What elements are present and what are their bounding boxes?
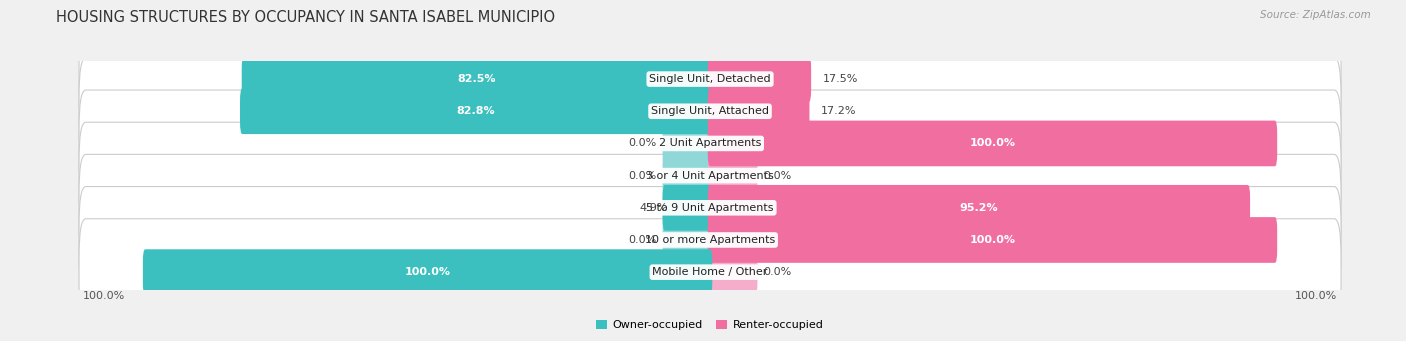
Text: 5 to 9 Unit Apartments: 5 to 9 Unit Apartments	[647, 203, 773, 213]
FancyBboxPatch shape	[707, 249, 758, 295]
FancyBboxPatch shape	[662, 249, 713, 295]
FancyBboxPatch shape	[707, 56, 758, 102]
FancyBboxPatch shape	[662, 185, 713, 231]
Text: 4.9%: 4.9%	[640, 203, 668, 213]
FancyBboxPatch shape	[79, 90, 1341, 197]
Text: 17.5%: 17.5%	[823, 74, 859, 84]
FancyBboxPatch shape	[79, 26, 1341, 133]
FancyBboxPatch shape	[240, 88, 713, 134]
Text: 82.8%: 82.8%	[457, 106, 495, 116]
FancyBboxPatch shape	[662, 121, 713, 166]
FancyBboxPatch shape	[707, 185, 1250, 231]
Text: 3 or 4 Unit Apartments: 3 or 4 Unit Apartments	[647, 170, 773, 181]
FancyBboxPatch shape	[662, 217, 713, 263]
Text: 17.2%: 17.2%	[821, 106, 856, 116]
Text: 82.5%: 82.5%	[458, 74, 496, 84]
FancyBboxPatch shape	[79, 154, 1341, 261]
FancyBboxPatch shape	[707, 88, 810, 134]
Text: Single Unit, Detached: Single Unit, Detached	[650, 74, 770, 84]
FancyBboxPatch shape	[707, 153, 758, 198]
Text: 0.0%: 0.0%	[628, 235, 657, 245]
Text: 95.2%: 95.2%	[960, 203, 998, 213]
FancyBboxPatch shape	[662, 153, 713, 198]
Text: 0.0%: 0.0%	[628, 170, 657, 181]
FancyBboxPatch shape	[707, 121, 758, 166]
FancyBboxPatch shape	[707, 217, 1277, 263]
FancyBboxPatch shape	[79, 58, 1341, 165]
Legend: Owner-occupied, Renter-occupied: Owner-occupied, Renter-occupied	[592, 315, 828, 335]
Text: 10 or more Apartments: 10 or more Apartments	[645, 235, 775, 245]
Text: 100.0%: 100.0%	[1295, 291, 1337, 301]
FancyBboxPatch shape	[707, 121, 1277, 166]
FancyBboxPatch shape	[242, 56, 713, 102]
Text: Mobile Home / Other: Mobile Home / Other	[652, 267, 768, 277]
Text: 0.0%: 0.0%	[763, 267, 792, 277]
Text: 100.0%: 100.0%	[405, 267, 450, 277]
FancyBboxPatch shape	[707, 185, 758, 231]
FancyBboxPatch shape	[707, 217, 758, 263]
FancyBboxPatch shape	[143, 249, 713, 295]
FancyBboxPatch shape	[79, 122, 1341, 229]
Text: Source: ZipAtlas.com: Source: ZipAtlas.com	[1260, 10, 1371, 20]
FancyBboxPatch shape	[662, 56, 713, 102]
FancyBboxPatch shape	[79, 219, 1341, 326]
Text: 100.0%: 100.0%	[970, 235, 1015, 245]
FancyBboxPatch shape	[79, 187, 1341, 293]
FancyBboxPatch shape	[707, 56, 811, 102]
Text: Single Unit, Attached: Single Unit, Attached	[651, 106, 769, 116]
Text: 0.0%: 0.0%	[628, 138, 657, 148]
Text: 2 Unit Apartments: 2 Unit Apartments	[659, 138, 761, 148]
Text: HOUSING STRUCTURES BY OCCUPANCY IN SANTA ISABEL MUNICIPIO: HOUSING STRUCTURES BY OCCUPANCY IN SANTA…	[56, 10, 555, 25]
Text: 100.0%: 100.0%	[83, 291, 125, 301]
Text: 100.0%: 100.0%	[970, 138, 1015, 148]
FancyBboxPatch shape	[662, 88, 713, 134]
FancyBboxPatch shape	[707, 88, 758, 134]
Text: 0.0%: 0.0%	[763, 170, 792, 181]
FancyBboxPatch shape	[662, 185, 713, 231]
